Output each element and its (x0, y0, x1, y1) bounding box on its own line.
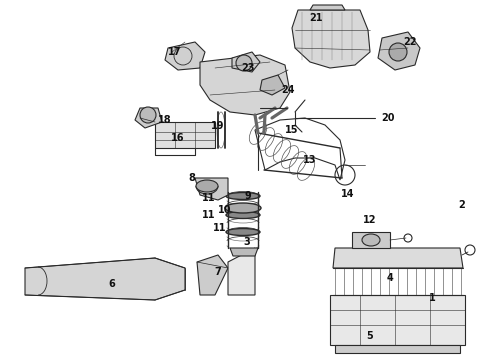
Polygon shape (333, 248, 463, 268)
Polygon shape (232, 52, 260, 72)
Text: 7: 7 (215, 267, 221, 277)
Text: 9: 9 (245, 191, 251, 201)
Ellipse shape (226, 229, 260, 235)
Text: 22: 22 (403, 37, 417, 47)
Polygon shape (310, 5, 345, 10)
Text: 16: 16 (171, 133, 185, 143)
Ellipse shape (362, 234, 380, 246)
Polygon shape (378, 32, 420, 70)
Polygon shape (200, 55, 290, 115)
Polygon shape (195, 178, 228, 200)
Text: 1: 1 (429, 293, 436, 303)
Text: 4: 4 (387, 273, 393, 283)
Text: 11: 11 (202, 193, 216, 203)
Text: 2: 2 (459, 200, 466, 210)
Text: 23: 23 (241, 63, 255, 73)
Circle shape (236, 55, 252, 71)
Polygon shape (352, 232, 390, 248)
Polygon shape (165, 42, 205, 70)
Ellipse shape (225, 203, 261, 213)
Ellipse shape (226, 193, 260, 199)
Text: 15: 15 (285, 125, 299, 135)
Text: 13: 13 (303, 155, 317, 165)
Polygon shape (25, 258, 185, 300)
Text: 8: 8 (189, 173, 196, 183)
Text: 20: 20 (381, 113, 395, 123)
Text: 14: 14 (341, 189, 355, 199)
Polygon shape (292, 10, 370, 68)
Polygon shape (335, 345, 460, 353)
Polygon shape (135, 108, 162, 128)
Text: 5: 5 (367, 331, 373, 341)
Text: 10: 10 (218, 205, 232, 215)
Text: 11: 11 (213, 223, 227, 233)
Polygon shape (330, 295, 465, 345)
Text: 19: 19 (211, 121, 225, 131)
Circle shape (140, 107, 156, 123)
Text: 3: 3 (244, 237, 250, 247)
Polygon shape (228, 248, 255, 295)
Ellipse shape (226, 212, 260, 219)
Text: 11: 11 (202, 210, 216, 220)
Polygon shape (260, 75, 285, 95)
Ellipse shape (196, 180, 218, 192)
Text: 6: 6 (109, 279, 115, 289)
Polygon shape (197, 255, 228, 295)
Text: 17: 17 (168, 47, 182, 57)
Polygon shape (155, 122, 215, 148)
Text: 24: 24 (281, 85, 295, 95)
Text: 12: 12 (363, 215, 377, 225)
Text: 18: 18 (158, 115, 172, 125)
Text: 21: 21 (309, 13, 323, 23)
Circle shape (389, 43, 407, 61)
Polygon shape (230, 248, 258, 256)
